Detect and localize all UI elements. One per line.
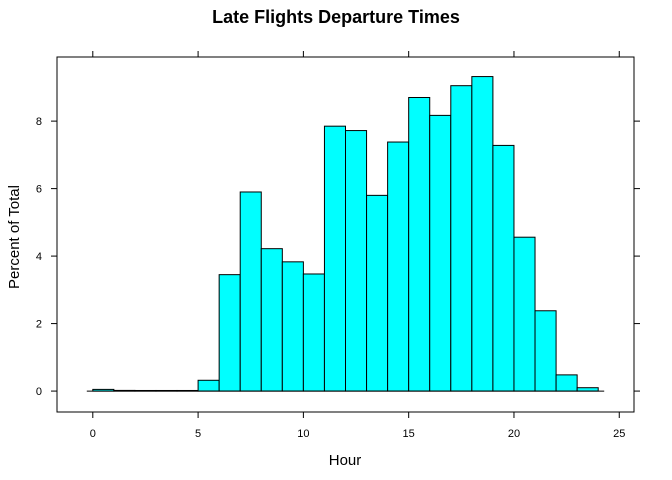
x-tick-label: 20 [508,428,520,440]
histogram-bar [366,194,389,392]
histogram-bar [534,310,557,392]
histogram-bar [450,85,473,392]
chart-title: Late Flights Departure Times [212,7,460,27]
histogram-bar [408,96,431,392]
histogram-bar [492,144,515,392]
y-tick-label: 6 [36,184,42,196]
x-tick-label: 5 [195,428,201,440]
x-axis-ticks: 0 5 10 15 20 25 [90,51,625,440]
histogram-bar [555,374,578,392]
histogram-bar [302,273,325,392]
histogram-bar [281,261,304,392]
histogram-bar [323,125,347,392]
y-tick-label: 0 [36,386,42,398]
x-axis-label: Hour [329,452,362,469]
y-tick-label: 8 [36,116,42,128]
y-axis-label: Percent of Total [6,185,23,289]
bars-group [92,76,599,392]
histogram-bar [513,236,536,392]
histogram-bar [260,248,283,392]
histogram-bar [218,274,241,392]
histogram-bar [576,387,599,392]
plot-frame [56,56,635,413]
histogram-bar [471,76,494,392]
histogram-bar [387,141,410,392]
x-tick-label: 0 [90,428,96,440]
histogram-bar [239,191,262,392]
histogram-bar [197,379,220,392]
x-tick-label: 15 [403,428,415,440]
histogram-bar [429,114,452,392]
x-tick-label: 25 [613,428,625,440]
y-tick-label: 2 [36,319,42,331]
x-tick-label: 10 [297,428,309,440]
histogram-bar [345,130,368,392]
y-axis-ticks: 0 2 4 6 8 [36,116,640,398]
y-tick-label: 4 [36,251,42,263]
